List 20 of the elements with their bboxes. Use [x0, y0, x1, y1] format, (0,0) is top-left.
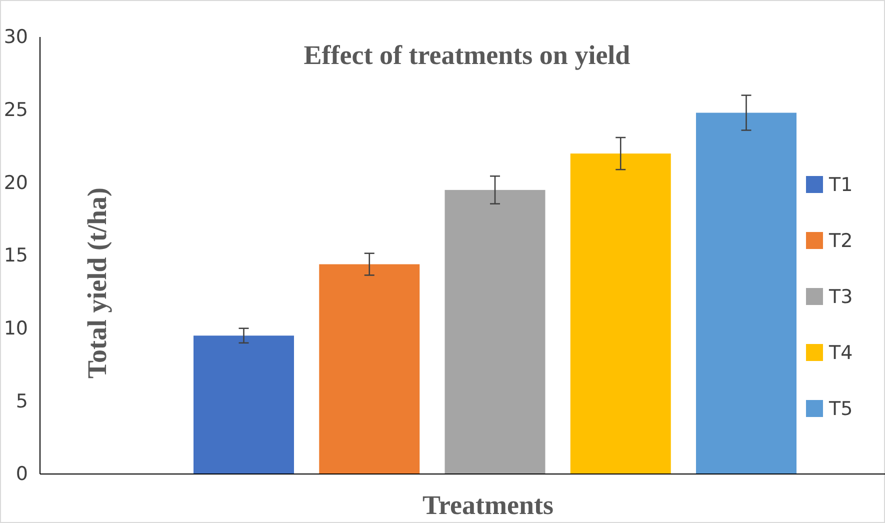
legend-label: T1 — [828, 174, 853, 196]
y-tick-label: 5 — [16, 390, 28, 412]
y-tick-label: 10 — [4, 317, 28, 340]
y-tick-label: 20 — [4, 172, 28, 194]
y-tick-label: 25 — [4, 98, 28, 121]
y-tick-label: 15 — [4, 244, 28, 267]
legend-label: T5 — [828, 398, 853, 420]
y-axis-title: Total yield (t/ha) — [82, 187, 112, 379]
legend-label: T3 — [828, 286, 853, 308]
x-axis-title: Treatments — [422, 490, 554, 520]
chart-title: Effect of treatments on yield — [304, 40, 630, 70]
bar — [696, 112, 796, 474]
bar — [444, 190, 546, 474]
bar — [194, 336, 294, 474]
y-tick-label: 0 — [16, 463, 28, 486]
bar — [319, 264, 420, 474]
legend-label: T4 — [828, 342, 853, 364]
legend-label: T2 — [828, 230, 853, 252]
y-tick-label: 30 — [4, 26, 28, 48]
bar — [570, 154, 671, 474]
